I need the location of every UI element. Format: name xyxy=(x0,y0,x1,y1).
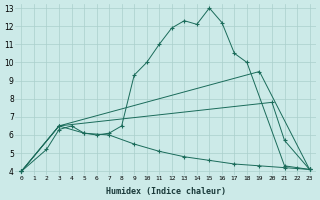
X-axis label: Humidex (Indice chaleur): Humidex (Indice chaleur) xyxy=(106,187,226,196)
